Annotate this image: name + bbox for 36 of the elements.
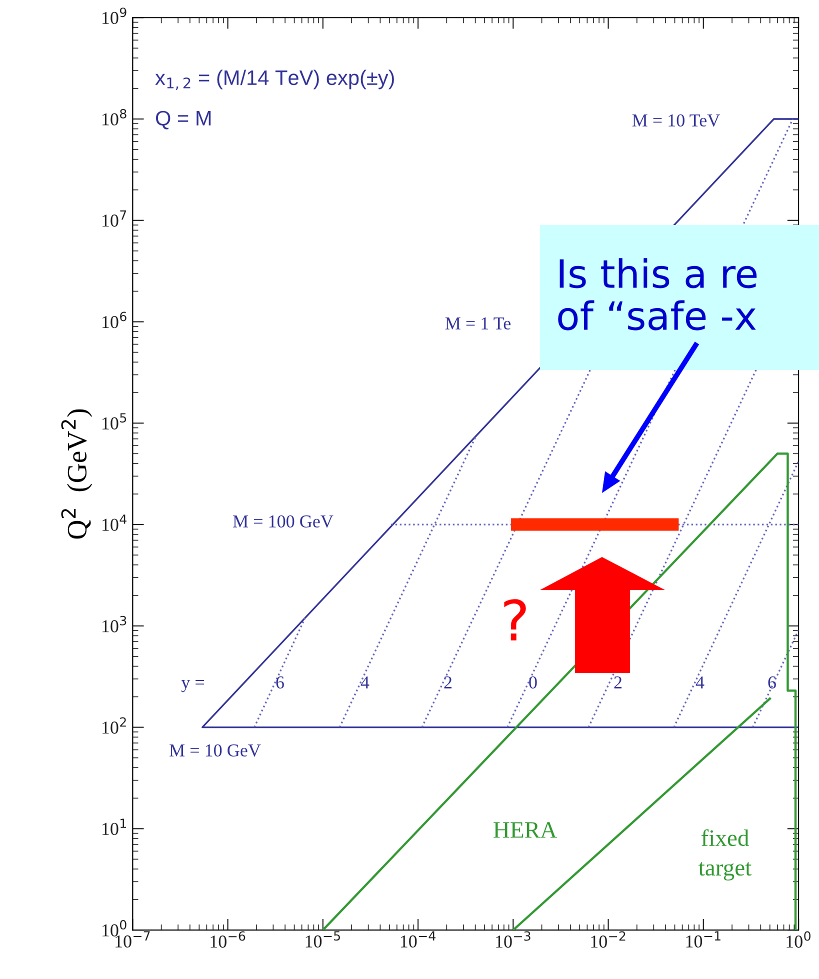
annotation: M = 10 TeV xyxy=(632,114,720,127)
x-tick-label: 10$^{−5}$ xyxy=(306,931,340,948)
y-tick-label: 10$^{0}$ xyxy=(102,920,126,936)
annotation: M = 100 GeV xyxy=(233,515,334,528)
annotation: 4 xyxy=(696,676,704,688)
x-tick-label: 10$^{−6}$ xyxy=(210,931,246,948)
annotation: 2 xyxy=(444,676,452,688)
annotation: fixed target xyxy=(698,829,752,881)
x-tick-label: 10$^{−1}$ xyxy=(686,931,720,948)
annotation: 2 xyxy=(614,676,622,688)
y-tick-label: 10$^{5}$ xyxy=(102,413,126,430)
y-tick-label: 10$^{6}$ xyxy=(102,312,126,328)
y-tick-label: 10$^{3}$ xyxy=(102,616,126,632)
y-tick-label: 10$^{2}$ xyxy=(102,717,126,734)
annotation: 0 xyxy=(529,676,537,689)
annotation: 4 xyxy=(360,676,370,688)
annotation: y = xyxy=(181,680,204,692)
y-tick-label: 10$^{1}$ xyxy=(102,818,126,836)
annotation: M = 10 GeV xyxy=(170,744,261,757)
annotation: 6 xyxy=(276,676,284,689)
x-tick-label: 10$^{0}$ xyxy=(786,931,811,948)
annotation: 6 xyxy=(768,676,776,689)
x-tick-label: 10$^{−4}$ xyxy=(400,931,436,948)
annotation: Q = M xyxy=(156,110,211,130)
y-tick-label: 10$^{4}$ xyxy=(102,514,126,531)
annotation: M = 1 Te xyxy=(445,317,511,330)
annotation: x$_{1,2}$ = (M/14 TeV) exp(±y) xyxy=(155,70,394,90)
y-tick-label: 10$^{7}$ xyxy=(102,210,126,227)
y-tick-label: 10$^{8}$ xyxy=(102,108,126,126)
x-tick-label: 10$^{−3}$ xyxy=(496,931,530,948)
annotation: Is this a re of “safe -x xyxy=(558,258,757,330)
y-tick-label: 10$^{9}$ xyxy=(102,8,126,24)
x-tick-label: 10$^{−2}$ xyxy=(591,931,626,948)
y-axis-title: Q$^{2}$ (GeV$^{2}$) xyxy=(61,409,92,539)
annotation: ? xyxy=(504,599,526,640)
annotation: HERA xyxy=(494,822,557,838)
